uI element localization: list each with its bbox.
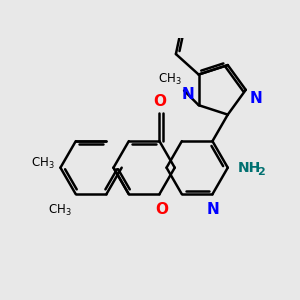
Text: NH: NH xyxy=(238,161,261,175)
Text: CH$_3$: CH$_3$ xyxy=(158,72,182,87)
Text: 2: 2 xyxy=(257,167,265,177)
Text: O: O xyxy=(153,94,166,109)
Text: CH$_3$: CH$_3$ xyxy=(31,156,55,171)
Text: N: N xyxy=(181,87,194,102)
Text: N: N xyxy=(249,91,262,106)
Text: O: O xyxy=(155,202,168,217)
Text: N: N xyxy=(207,202,219,217)
Text: CH$_3$: CH$_3$ xyxy=(48,202,72,217)
